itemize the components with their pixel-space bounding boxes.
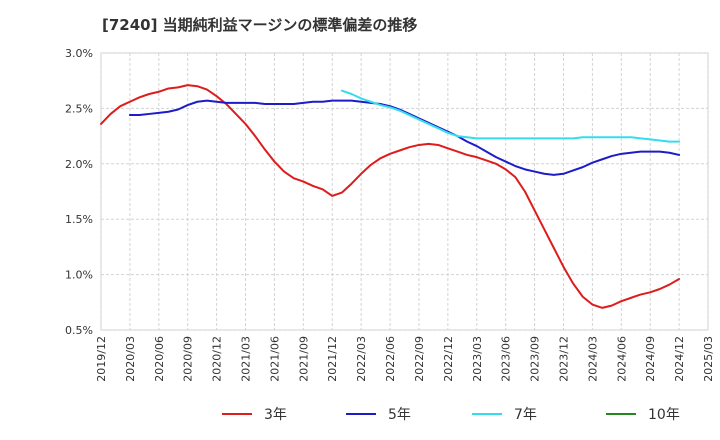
x-tick-label: 2023/03 bbox=[471, 336, 484, 382]
x-tick-label: 2020/03 bbox=[124, 336, 137, 382]
y-tick-label: 2.5% bbox=[65, 102, 93, 115]
x-tick-label: 2021/09 bbox=[297, 336, 310, 382]
y-tick-label: 3.0% bbox=[65, 47, 93, 60]
axis-layer: 0.5% 1.0% 1.5% 2.0% 2.5% 3.0% 2019/12 2020/03 20… bbox=[65, 47, 715, 382]
x-tick-label: 2025/03 bbox=[702, 336, 715, 382]
y-tick-label: 1.0% bbox=[65, 269, 93, 282]
x-tick-label: 2022/06 bbox=[384, 336, 397, 382]
legend-label: 10年 bbox=[648, 407, 680, 423]
y-tick-label: 2.0% bbox=[65, 158, 93, 171]
y-tick-label: 0.5% bbox=[65, 324, 93, 337]
x-tick-label: 2024/06 bbox=[615, 336, 628, 382]
legend-label: 5年 bbox=[388, 407, 411, 423]
legend-label: 3年 bbox=[264, 407, 287, 423]
x-tick-label: 2023/12 bbox=[557, 336, 570, 382]
x-tick-label: 2020/12 bbox=[211, 336, 224, 382]
x-tick-label: 2022/03 bbox=[355, 336, 368, 382]
x-tick-label: 2019/12 bbox=[95, 336, 108, 382]
y-tick-label: 1.5% bbox=[65, 213, 93, 226]
x-tick-label: 2021/03 bbox=[240, 336, 253, 382]
x-tick-label: 2024/03 bbox=[586, 336, 599, 382]
x-tick-label: 2021/06 bbox=[268, 336, 281, 382]
x-tick-label: 2022/12 bbox=[442, 336, 455, 382]
x-tick-label: 2024/12 bbox=[673, 336, 686, 382]
grid-layer bbox=[100, 52, 709, 331]
x-tick-label: 2020/09 bbox=[182, 336, 195, 382]
x-tick-label: 2023/06 bbox=[500, 336, 513, 382]
legend-label: 7年 bbox=[514, 407, 537, 423]
series-line-2 bbox=[340, 89, 681, 143]
series-line-0 bbox=[100, 84, 681, 309]
plot-area bbox=[100, 52, 709, 331]
series-layer bbox=[100, 84, 681, 309]
x-tick-label: 2020/06 bbox=[153, 336, 166, 382]
legend: 3年 5年 7年 10年 bbox=[222, 407, 680, 423]
series-line-1 bbox=[128, 99, 681, 176]
x-tick-label: 2023/09 bbox=[529, 336, 542, 382]
x-tick-label: 2022/09 bbox=[413, 336, 426, 382]
chart-title: [7240] 当期純利益マージンの標準偏差の推移 bbox=[102, 16, 418, 34]
x-tick-label: 2024/09 bbox=[644, 336, 657, 382]
x-tick-label: 2021/12 bbox=[326, 336, 339, 382]
